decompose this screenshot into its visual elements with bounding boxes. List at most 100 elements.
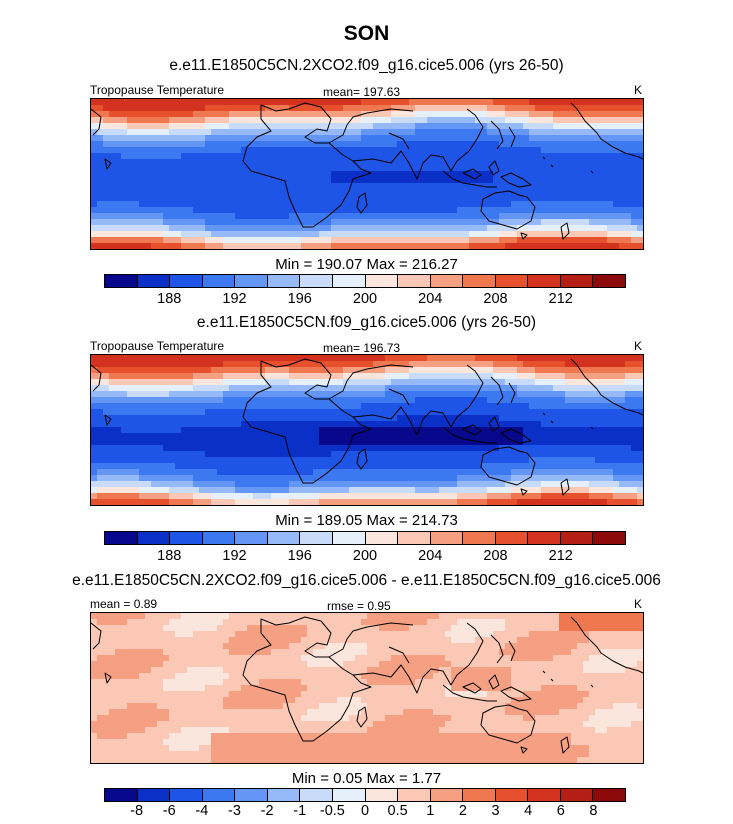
field-cell [205,195,212,202]
field-cell [181,213,188,220]
field-cell [271,487,278,494]
field-cell [283,397,290,404]
field-cell [469,409,476,416]
field-cell [427,403,434,410]
field-cell [421,367,428,374]
field-cell [373,201,380,208]
field-cell [367,237,374,244]
field-cell [409,99,416,106]
field-cell [469,183,476,190]
field-cell [589,201,596,208]
field-cell [415,625,422,632]
field-cell [97,105,104,112]
field-cell [169,367,176,374]
field-cell [121,243,128,249]
field-cell [247,457,254,464]
field-cell [109,439,116,446]
field-cell [577,481,584,488]
field-cell [637,445,643,452]
field-cell [109,469,116,476]
field-cell [235,195,242,202]
field-cell [535,129,542,136]
field-cell [307,105,314,112]
field-cell [193,463,200,470]
field-cell [409,177,416,184]
field-cell [139,457,146,464]
field-cell [535,231,542,238]
field-cell [427,105,434,112]
field-cell [193,135,200,142]
field-cell [103,159,110,166]
field-cell [127,499,134,505]
field-cell [505,457,512,464]
field-cell [97,463,104,470]
field-cell [193,631,200,638]
field-cell [577,177,584,184]
field-cell [313,421,320,428]
field-cell [601,361,608,368]
field-cell [535,213,542,220]
field-cell [505,195,512,202]
field-cell [139,427,146,434]
field-cell [259,355,266,362]
field-cell [121,421,128,428]
field-cell [373,379,380,386]
field-cell [523,481,530,488]
field-cell [283,499,290,505]
field-cell [373,135,380,142]
field-cell [469,153,476,160]
field-cell [505,159,512,166]
field-cell [379,367,386,374]
field-cell [607,117,614,124]
field-cell [181,397,188,404]
field-cell [457,123,464,130]
field-cell [637,499,643,505]
field-cell [523,165,530,172]
field-cell [325,225,332,232]
field-cell [97,493,104,500]
field-cell [97,379,104,386]
field-cell [235,219,242,226]
field-cell [271,445,278,452]
field-cell [577,385,584,392]
field-cell [145,231,152,238]
field-cell [463,439,470,446]
field-cell [583,355,590,362]
field-cell [133,463,140,470]
field-cell [577,159,584,166]
field-cell [427,159,434,166]
field-cell [481,105,488,112]
field-cell [541,613,548,620]
field-cell [253,177,260,184]
field-cell [91,177,98,184]
field-cell [547,219,554,226]
field-cell [199,141,206,148]
field-cell [205,213,212,220]
field-cell [619,373,626,380]
field-cell [271,189,278,196]
field-cell [469,171,476,178]
field-cell [169,141,176,148]
field-cell [181,207,188,214]
field-cell [637,427,643,434]
field-cell [457,433,464,440]
field-cell [205,457,212,464]
field-cell [637,367,643,374]
field-cell [535,397,542,404]
field-cell [481,171,488,178]
field-cell [175,469,182,476]
field-cell [241,237,248,244]
field-cell [361,493,368,500]
field-cell [175,367,182,374]
field-cell [253,625,260,632]
field-cell [469,415,476,422]
field-cell [577,123,584,130]
field-cell [151,225,158,232]
field-cell [553,367,560,374]
panel1-mean-label: mean= 197.63 [323,85,401,99]
field-cell [157,117,164,124]
field-cell [331,379,338,386]
field-cell [367,367,374,374]
field-cell [577,493,584,500]
field-cell [637,201,643,208]
